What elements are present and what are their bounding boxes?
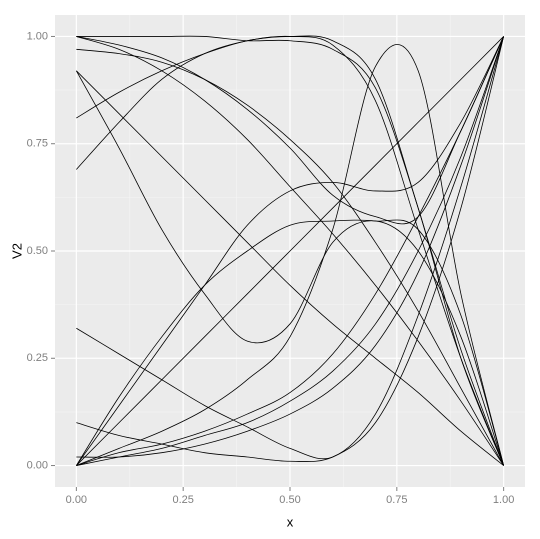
series-line: [76, 36, 505, 466]
series-line: [76, 44, 505, 466]
series-line: [76, 36, 505, 460]
series-line: [76, 70, 504, 466]
series-line: [76, 36, 504, 466]
series-line: [76, 36, 505, 458]
series-line: [76, 36, 505, 462]
series-line: [76, 36, 504, 466]
x-tick-label: 1.00: [493, 494, 514, 506]
x-tick-label: 0.75: [386, 494, 407, 506]
y-tick-label: 0.00: [27, 459, 48, 471]
series-line: [76, 35, 505, 466]
x-tick-label: 0.25: [172, 494, 193, 506]
series-line: [76, 70, 505, 466]
y-tick-label: 0.50: [27, 245, 48, 257]
x-axis-title: x: [287, 514, 294, 529]
x-tick-label: 0.00: [66, 494, 87, 506]
series-line: [76, 35, 505, 466]
series-line: [76, 36, 504, 466]
lines: [76, 35, 505, 466]
y-tick-label: 1.00: [27, 30, 48, 42]
series-line: [76, 36, 505, 466]
series-line: [76, 36, 505, 225]
x-tick-label: 0.50: [279, 494, 300, 506]
series-line: [76, 219, 505, 466]
series-line: [76, 48, 504, 466]
y-tick-label: 0.25: [27, 352, 48, 364]
series-line: [76, 35, 505, 466]
y-tick-label: 0.75: [27, 138, 48, 150]
y-axis-title: V2: [9, 243, 24, 259]
